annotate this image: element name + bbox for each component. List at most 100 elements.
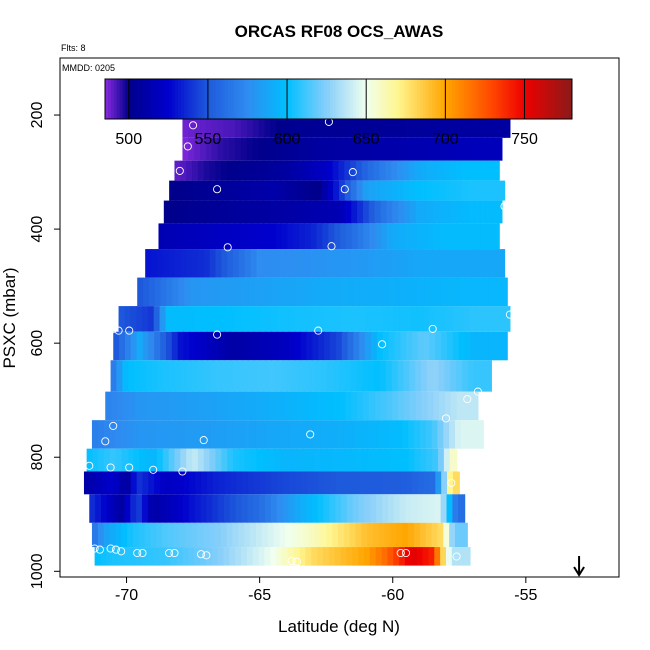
heatmap-cell xyxy=(294,306,301,332)
heatmap-cell xyxy=(235,137,242,161)
sample-marker xyxy=(396,548,405,558)
heatmap-cell xyxy=(204,360,211,392)
colorbar-swatch xyxy=(499,79,503,119)
sample-marker xyxy=(441,414,451,423)
heatmap-cell xyxy=(481,306,489,332)
heatmap-cell xyxy=(465,277,472,307)
heatmap-cell xyxy=(283,277,291,307)
heatmap-cell xyxy=(416,223,423,250)
heatmap-cell xyxy=(276,494,284,523)
heatmap-cell xyxy=(328,137,336,161)
heatmap-cell xyxy=(347,331,354,361)
heatmap-cell xyxy=(423,494,430,523)
colorbar-swatch xyxy=(461,79,465,119)
heatmap-cell xyxy=(393,137,400,161)
heatmap-cell xyxy=(270,547,277,566)
heatmap-cell xyxy=(363,137,371,161)
heatmap-cell xyxy=(148,331,155,361)
heatmap-cell xyxy=(288,494,295,523)
heatmap-cell xyxy=(486,223,493,250)
heatmap-cell xyxy=(288,306,295,332)
colorbar-swatch xyxy=(501,79,506,119)
heatmap-cell xyxy=(440,117,447,138)
heatmap-cell xyxy=(440,306,448,332)
heatmap-cell xyxy=(361,448,369,472)
heatmap-cell xyxy=(257,391,264,421)
heatmap-cell xyxy=(279,160,287,181)
heatmap-cell xyxy=(286,360,293,392)
heatmap-cell xyxy=(443,420,450,449)
heatmap-cell xyxy=(435,331,442,361)
heatmap-cell xyxy=(304,391,311,421)
heatmap-cell xyxy=(246,223,253,250)
heatmap-cell xyxy=(352,306,360,332)
heatmap-cell xyxy=(505,306,511,332)
colorbar-swatch xyxy=(560,79,564,119)
colorbar-swatch xyxy=(464,79,468,119)
colorbar-swatch xyxy=(192,79,196,119)
heatmap-cell xyxy=(271,277,279,307)
heatmap-cell xyxy=(353,471,360,495)
heatmap-cell xyxy=(464,494,466,523)
heatmap-cell xyxy=(255,420,263,449)
heatmap-cell xyxy=(235,494,243,523)
heatmap-cell xyxy=(420,249,427,278)
heatmap-cell xyxy=(309,360,317,392)
heatmap-cell xyxy=(307,277,314,307)
heatmap-cell xyxy=(153,547,160,566)
heatmap-cell xyxy=(326,160,334,181)
heatmap-cell xyxy=(136,494,143,523)
heatmap-cell xyxy=(330,277,337,307)
heatmap-cell xyxy=(431,420,439,449)
heatmap-cell xyxy=(250,420,257,449)
heatmap-cell xyxy=(157,360,164,392)
colorbar-swatch xyxy=(353,79,357,119)
heatmap-cell xyxy=(174,180,182,201)
heatmap-cell xyxy=(154,471,161,495)
heatmap-cell xyxy=(405,494,412,523)
heatmap-cell xyxy=(385,448,392,472)
heatmap-cell xyxy=(213,277,220,307)
heatmap-cell xyxy=(365,471,372,495)
heatmap-cell xyxy=(291,522,298,548)
heatmap-cell xyxy=(318,331,325,361)
heatmap-cell xyxy=(238,249,246,278)
heatmap-cell xyxy=(458,471,460,495)
heatmap-cell xyxy=(417,471,425,495)
heatmap-cell xyxy=(349,420,357,449)
heatmap-cell xyxy=(387,117,394,138)
colorbar-tick-label: 650 xyxy=(353,131,380,148)
heatmap-cell xyxy=(398,223,406,250)
heatmap-cell xyxy=(443,160,451,181)
heatmap-cell xyxy=(134,391,141,421)
heatmap-cell xyxy=(327,180,334,201)
heatmap-cell xyxy=(315,360,322,392)
sample-marker xyxy=(149,465,158,474)
heatmap-cell xyxy=(426,180,434,201)
colorbar-swatch xyxy=(350,79,354,119)
heatmap-cell xyxy=(256,448,263,472)
heatmap-cell xyxy=(156,420,163,449)
heatmap-cell xyxy=(195,471,202,495)
heatmap-cell xyxy=(341,306,348,332)
heatmap-cell xyxy=(130,494,137,523)
colorbar-swatch xyxy=(315,79,319,119)
heatmap-cell xyxy=(212,306,219,332)
heatmap-cell xyxy=(211,117,219,138)
heatmap-cell xyxy=(388,471,395,495)
heatmap-cell xyxy=(308,522,316,548)
heatmap-cell xyxy=(239,200,247,224)
colorbar-swatch xyxy=(300,79,304,119)
colorbar-swatch xyxy=(256,79,261,119)
heatmap-cell xyxy=(497,200,503,224)
heatmap-cell xyxy=(142,331,149,361)
heatmap-cell xyxy=(402,420,409,449)
heatmap-cell xyxy=(285,420,292,449)
heatmap-cell xyxy=(432,249,439,278)
heatmap-cell xyxy=(203,522,210,548)
heatmap-cell xyxy=(253,494,260,523)
heatmap-cell xyxy=(103,420,111,449)
heatmap-cell xyxy=(127,522,134,548)
colorbar-swatch xyxy=(376,79,380,119)
